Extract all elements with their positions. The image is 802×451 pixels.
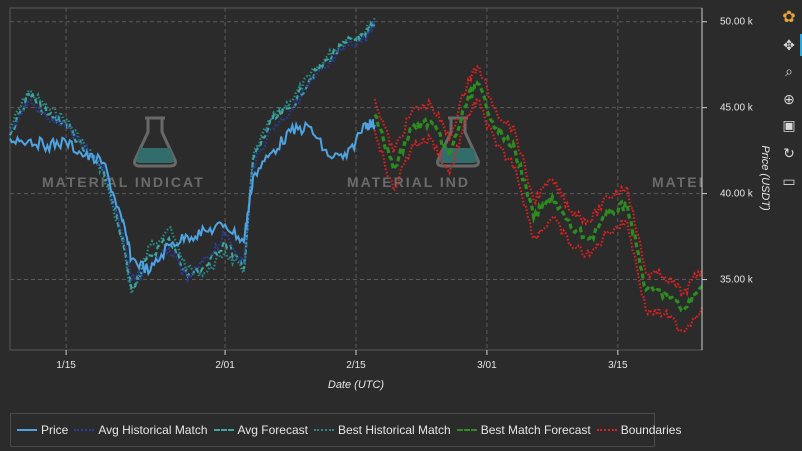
legend-item[interactable]: Avg Forecast [213, 423, 308, 437]
legend-label: Avg Forecast [237, 423, 308, 437]
legend: Price Avg Historical Match Avg Forecast Bes… [10, 413, 681, 447]
series-price-line [9, 119, 376, 277]
reset-icon[interactable]: ↻ [783, 144, 795, 161]
x-tick-label: 1/15 [56, 360, 76, 371]
legend-swatch [74, 429, 95, 431]
legend-label: Boundaries [620, 423, 682, 437]
wheel-zoom-icon[interactable]: ⊕ [783, 90, 795, 107]
y-tick-label: 35.00 k [720, 275, 754, 286]
legend-swatch [313, 429, 334, 431]
legend-label: Best Historical Match [337, 423, 451, 437]
series-avg-historical-match-line [9, 20, 376, 284]
bokeh-logo-icon: ✿ [782, 9, 796, 26]
legend-swatch [17, 429, 37, 431]
watermark-text: MATERIAL INDICATORS [347, 174, 546, 190]
y-axis: 35.00 k 40.00 k 45.00 k 50.00 k [701, 8, 754, 350]
legend-swatch [456, 429, 477, 431]
series-boundaries-line [373, 64, 704, 297]
flask-logo-icon [133, 116, 177, 168]
legend-item[interactable]: Best Historical Match [313, 423, 451, 437]
y-axis-title: Price (USDT) [759, 145, 771, 211]
legend-swatch [596, 429, 617, 431]
series-layer [8, 17, 704, 333]
x-tick-label: 3/01 [477, 360, 497, 371]
y-tick-label: 40.00 k [720, 189, 754, 200]
save-icon[interactable]: ▣ [782, 116, 796, 133]
pan-icon[interactable]: ✥ [778, 34, 802, 56]
x-axis: 1/15 2/01 2/15 3/01 3/15 [56, 350, 628, 371]
legend-label: Price [41, 423, 69, 437]
x-tick-label: 2/01 [215, 360, 235, 371]
series-best-match-forecast-line [373, 80, 703, 313]
chart-toolbar: ✿ ✥ ⌕ ⊕ ▣ ↻ ▭ [774, 4, 802, 204]
legend-item[interactable]: Boundaries [596, 423, 682, 437]
y-tick-label: 45.00 k [720, 103, 754, 114]
x-axis-title: Date (UTC) [328, 379, 385, 391]
series-best-historical-match-line [9, 17, 376, 298]
hover-icon[interactable]: ▭ [782, 172, 796, 189]
gridlines [10, 8, 702, 350]
legend-item[interactable]: Best Match Forecast [456, 423, 591, 437]
legend-item[interactable]: Avg Historical Match [74, 423, 208, 437]
series-boundaries-line [373, 97, 704, 333]
watermark-text: MATERIAL INDICATORS [652, 174, 802, 190]
watermarks: MATERIAL INDICATORS MATERIAL INDICATORS MA… [42, 116, 802, 190]
x-tick-label: 2/15 [346, 360, 366, 371]
box-zoom-icon[interactable]: ⌕ [785, 62, 793, 79]
legend-label: Best Match Forecast [480, 423, 591, 437]
watermark-text: MATERIAL INDICATORS [42, 174, 241, 190]
legend-item[interactable]: Price [17, 423, 68, 437]
y-tick-label: 50.00 k [720, 17, 754, 28]
series-avg-forecast-line [8, 19, 376, 290]
legend-label: Avg Historical Match [98, 423, 208, 437]
x-tick-label: 3/15 [608, 360, 628, 371]
legend-swatch [213, 429, 234, 431]
